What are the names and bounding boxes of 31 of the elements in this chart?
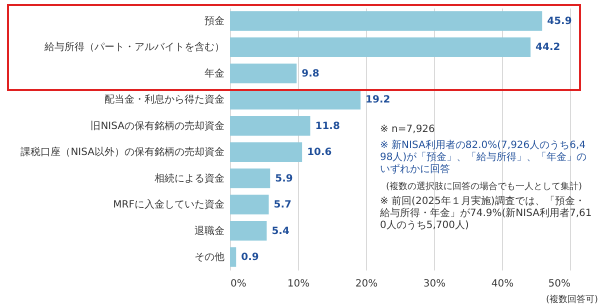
data-label: 11.8: [315, 120, 340, 132]
y-tick-label: MRFに入金していた資金: [113, 198, 224, 211]
text: (複数回答可): [546, 294, 598, 305]
x-tick-label: 10%: [287, 278, 310, 290]
annotation: ※ 新NISA利用者の82.0%(7,926人のうち6,498人)が「預金」、「給与所得」、「年金」のいずれかに回答: [380, 139, 587, 175]
y-tick-label: 課税口座（NISA以外）の保有銘柄の売却資金: [20, 146, 224, 158]
y-tick-label: 給与所得（パート・アルバイトを含む）: [44, 41, 224, 54]
y-tick-label: 預金: [204, 14, 224, 27]
x-tick-label: 0%: [230, 278, 246, 290]
data-label: 19.2: [366, 94, 390, 106]
y-tick-label: 相続による資金: [154, 172, 224, 184]
x-tick-label: 20%: [355, 278, 378, 290]
data-label: 5.9: [275, 173, 293, 184]
data-label: 44.2: [536, 42, 560, 54]
data-label: 5.7: [274, 200, 292, 211]
y-tick-label: 年金: [204, 67, 224, 80]
data-label: 9.8: [302, 68, 320, 80]
y-tick-label: その他: [194, 251, 224, 264]
annotation: ※ 前回(2025年１月実施)調査では、「預金・給与所得・年金」が74.9%(新NISA利用者7,610人のうち5,700人): [379, 195, 592, 231]
y-tick-label: 旧NISAの保有銘柄の売却資金: [90, 120, 224, 132]
data-label: 10.6: [307, 147, 332, 158]
data-label: 45.9: [547, 16, 572, 27]
y-tick-label: 配当金・利息から得た資金: [104, 94, 224, 106]
x-tick-label: 40%: [491, 278, 514, 290]
x-tick-label: 30%: [423, 278, 446, 290]
data-label: 0.9: [241, 252, 259, 264]
x-tick-label: 50%: [548, 278, 570, 290]
data-label: 5.4: [272, 226, 290, 237]
annotation: ※ n=7,926: [380, 124, 435, 135]
y-tick-label: 退職金: [194, 224, 224, 237]
annotation: (複数の選択肢に回答の場合でも一人として集計): [386, 181, 582, 192]
